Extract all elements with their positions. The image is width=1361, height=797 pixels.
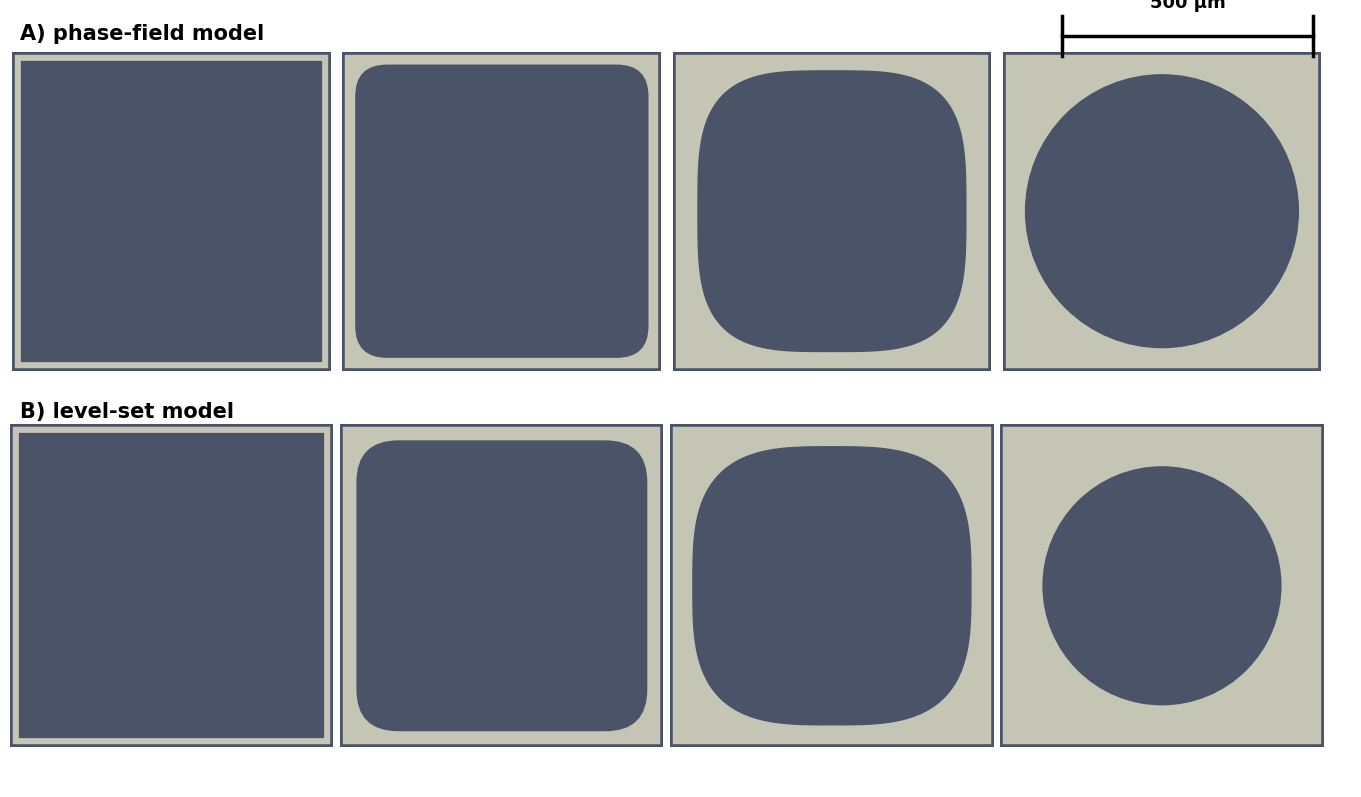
FancyBboxPatch shape: [357, 440, 648, 732]
Text: B) level-set model: B) level-set model: [20, 402, 234, 422]
Circle shape: [1043, 466, 1282, 705]
Text: 500 μm: 500 μm: [1150, 0, 1225, 12]
Polygon shape: [698, 71, 966, 351]
Text: A) phase-field model: A) phase-field model: [20, 24, 264, 44]
FancyBboxPatch shape: [355, 65, 649, 358]
Polygon shape: [693, 447, 970, 724]
Circle shape: [1025, 74, 1298, 348]
